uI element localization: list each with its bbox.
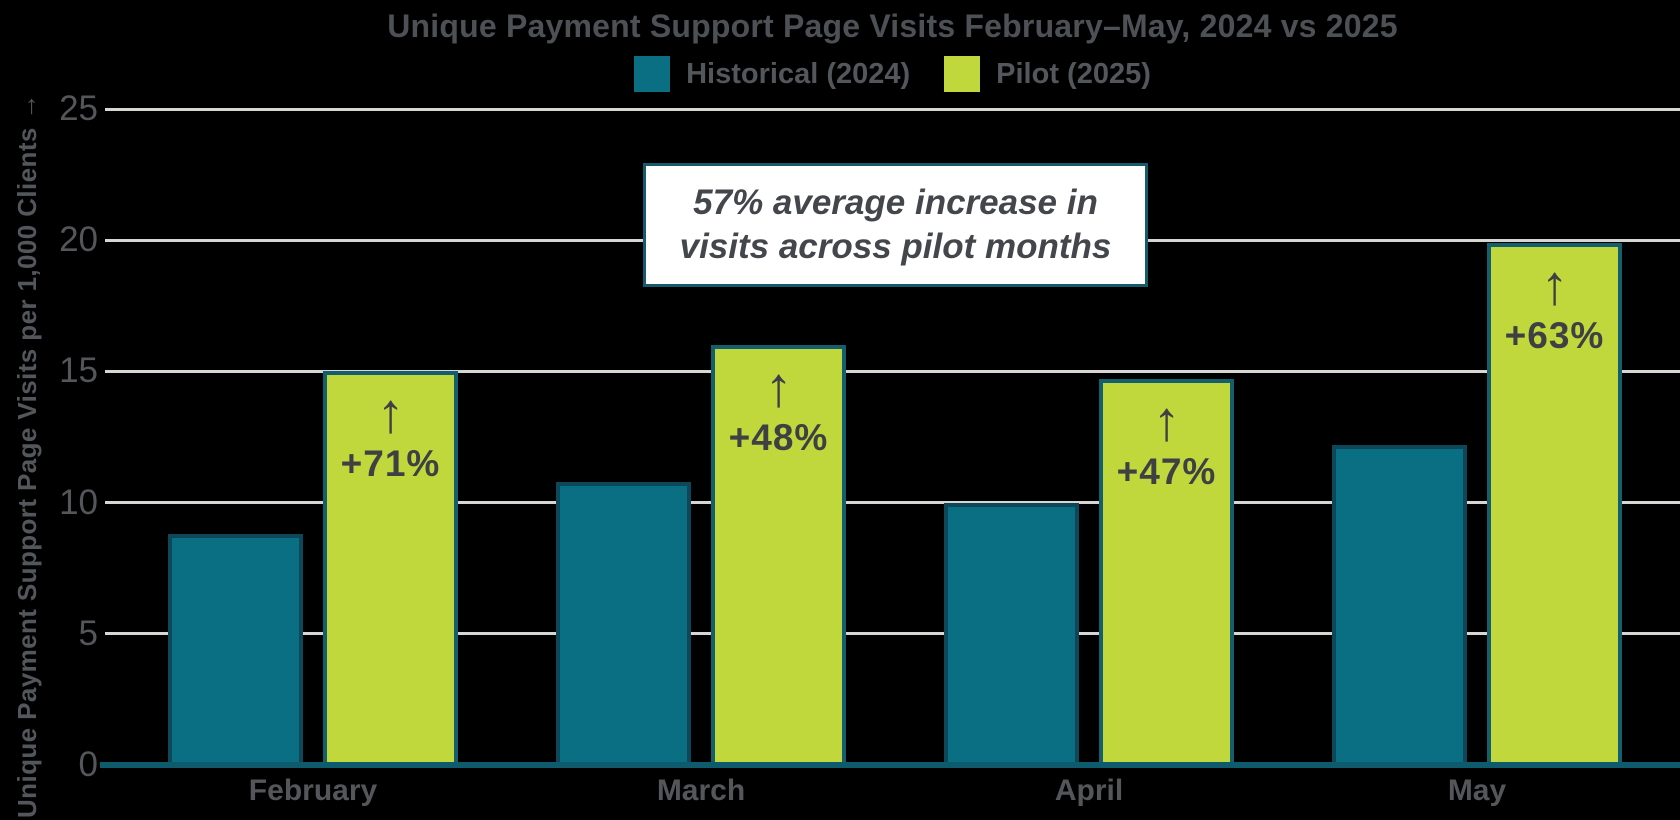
percent-increase-label: +48% (728, 417, 829, 459)
legend-item-historical: Historical (2024) (634, 56, 910, 92)
gridline-10 (105, 501, 1680, 505)
bar-label-march: ↑ +48% (715, 359, 842, 459)
increase-arrow-icon: ↑ (764, 355, 793, 419)
y-tick-label-15: 15 (59, 351, 98, 391)
y-tick-label-5: 5 (78, 613, 98, 653)
legend-label-pilot: Pilot (2025) (996, 57, 1151, 90)
y-tick-label-0: 0 (78, 745, 98, 784)
percent-increase-label: +71% (340, 443, 441, 485)
gridline-5 (105, 632, 1680, 636)
bar-historical-may (1332, 444, 1467, 765)
chart-title: Unique Payment Support Page Visits Febru… (387, 8, 1398, 44)
gridline-25 (105, 107, 1680, 111)
bar-historical-march (556, 481, 691, 765)
annotation-text-line2: visits across pilot months (679, 227, 1112, 266)
x-category-label-march: March (656, 774, 746, 807)
increase-arrow-icon: ↑ (376, 381, 405, 445)
pilot-swatch-icon (944, 56, 981, 92)
bar-label-may: ↑ +63% (1491, 252, 1618, 357)
x-category-label-february: February (248, 774, 378, 807)
percent-increase-label: +63% (1504, 314, 1605, 356)
legend-label-historical: Historical (2024) (686, 57, 911, 90)
bar-historical-february (168, 534, 303, 765)
bar-pilot-february: ↑ +71% (323, 371, 458, 765)
bar-pilot-april: ↑ +47% (1099, 379, 1234, 765)
percent-increase-label: +47% (1116, 451, 1217, 493)
increase-arrow-icon: ↑ (1152, 389, 1181, 453)
bar-pilot-may: ↑ +63% (1487, 242, 1622, 765)
y-tick-label-25: 25 (59, 89, 98, 128)
annotation-text-line1: 57% average increase in (693, 182, 1098, 222)
historical-swatch-icon (634, 56, 671, 92)
y-tick-label-10: 10 (59, 482, 98, 522)
legend: Historical (2024) Pilot (2025) (105, 56, 1680, 92)
bar-label-february: ↑ +71% (327, 385, 454, 485)
legend-item-pilot: Pilot (2025) (944, 56, 1151, 92)
x-axis-line (100, 762, 1680, 768)
x-category-label-may: May (1447, 774, 1507, 807)
gridline-15 (105, 369, 1680, 373)
x-category-label-april: April (1054, 774, 1124, 807)
bar-pilot-march: ↑ +48% (711, 345, 846, 765)
annotation-box: 57% average increase in visits across pi… (643, 163, 1148, 287)
bar-historical-april (944, 502, 1079, 765)
bar-label-april: ↑ +47% (1103, 393, 1230, 493)
increase-arrow-icon: ↑ (1540, 252, 1569, 316)
y-tick-label-20: 20 (59, 220, 98, 260)
